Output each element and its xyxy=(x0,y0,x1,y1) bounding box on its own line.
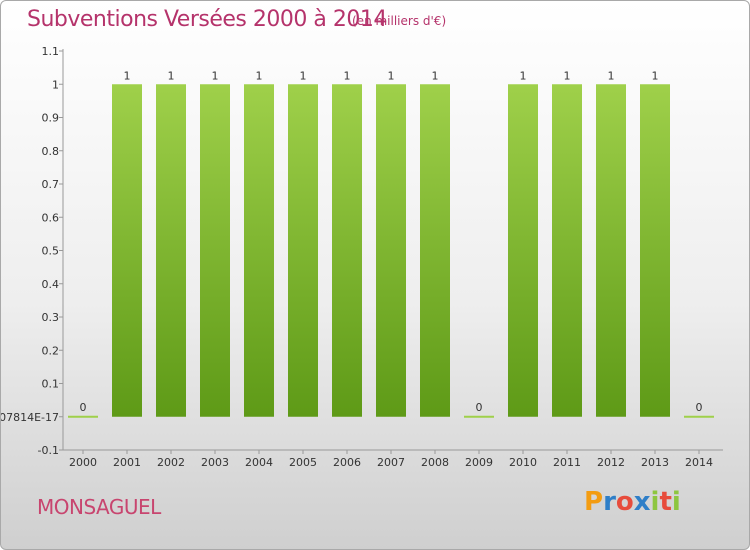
chart-bars xyxy=(68,84,714,418)
data-label: 1 xyxy=(256,69,263,82)
y-tick-label: 0.5 xyxy=(42,245,60,258)
x-tick-label: 2014 xyxy=(685,456,713,469)
y-tick-label: 1 xyxy=(52,78,59,91)
y-tick-label: 0.8 xyxy=(42,145,60,158)
y-tick-label: 1.1 xyxy=(42,45,60,58)
x-tick-label: 2007 xyxy=(377,456,405,469)
chart-subtitle: (en milliers d'€) xyxy=(352,14,447,28)
x-tick-label: 2002 xyxy=(157,456,185,469)
logo-letter: r xyxy=(603,487,616,517)
bar xyxy=(684,415,714,418)
y-tick-label: 0.9 xyxy=(42,112,60,125)
data-label: 1 xyxy=(520,69,527,82)
x-tick-label: 2004 xyxy=(245,456,273,469)
x-tick-label: 2008 xyxy=(421,456,449,469)
x-tick-label: 2011 xyxy=(553,456,581,469)
commune-name: MONSAGUEL xyxy=(37,495,161,519)
bar xyxy=(332,84,362,417)
chart-axes: -0.1 1.3877787807814E-17 0.1 0.2 0.3 0.4 0.5 0.… xyxy=(1,45,723,469)
bar xyxy=(376,84,406,417)
bar xyxy=(508,84,538,417)
proxiti-logo: Proxiti xyxy=(584,487,681,517)
logo-letter: i xyxy=(671,487,681,517)
logo-letter: i xyxy=(650,487,660,517)
y-tick-label: 0.3 xyxy=(42,311,60,324)
data-label: 1 xyxy=(124,69,131,82)
chart-title: Subventions Versées 2000 à 2014 xyxy=(27,7,387,32)
data-label: 1 xyxy=(608,69,615,82)
bar xyxy=(288,84,318,417)
x-tick-label: 2001 xyxy=(113,456,141,469)
x-tick-label: 2005 xyxy=(289,456,317,469)
data-label: 1 xyxy=(432,69,439,82)
y-tick-label: 0.7 xyxy=(42,178,60,191)
logo-letter: P xyxy=(584,487,604,517)
logo-letter: x xyxy=(633,487,651,517)
chart-labels: 0 1 1 1 1 1 1 1 1 0 1 1 1 1 0 xyxy=(80,69,703,414)
bar xyxy=(68,415,98,418)
x-tick-label: 2009 xyxy=(465,456,493,469)
x-tick-label: 2010 xyxy=(509,456,537,469)
y-tick-label: -0.1 xyxy=(38,444,59,457)
bar xyxy=(156,84,186,417)
y-tick-label: 0.1 xyxy=(42,378,60,391)
data-label: 1 xyxy=(212,69,219,82)
logo-letter: o xyxy=(615,487,634,517)
y-tick-label: 0.4 xyxy=(42,278,60,291)
x-tick-label: 2000 xyxy=(69,456,97,469)
x-tick-label: 2006 xyxy=(333,456,361,469)
bar xyxy=(244,84,274,417)
bar xyxy=(464,415,494,418)
bar xyxy=(596,84,626,417)
data-label: 0 xyxy=(80,401,87,414)
logo-letter: t xyxy=(659,487,672,517)
bar xyxy=(112,84,142,417)
data-label: 1 xyxy=(388,69,395,82)
data-label: 1 xyxy=(652,69,659,82)
y-tick-label: 0.2 xyxy=(42,344,60,357)
x-tick-label: 2003 xyxy=(201,456,229,469)
data-label: 0 xyxy=(696,401,703,414)
data-label: 1 xyxy=(300,69,307,82)
data-label: 1 xyxy=(168,69,175,82)
data-label: 1 xyxy=(344,69,351,82)
data-label: 0 xyxy=(476,401,483,414)
x-tick-label: 2013 xyxy=(641,456,669,469)
y-tick-label: 0.6 xyxy=(42,211,60,224)
bar xyxy=(640,84,670,417)
x-tick-label: 2012 xyxy=(597,456,625,469)
data-label: 1 xyxy=(564,69,571,82)
bar xyxy=(420,84,450,417)
bar xyxy=(200,84,230,417)
y-tick-label: 1.3877787807814E-17 xyxy=(1,411,59,424)
bar xyxy=(552,84,582,417)
